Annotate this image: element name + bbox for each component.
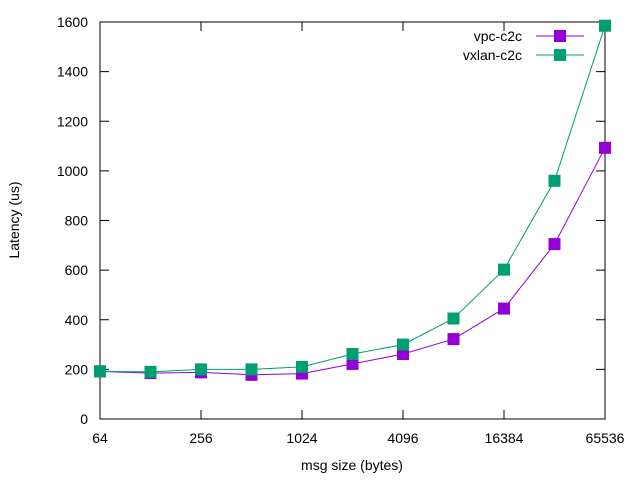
x-tick-label: 4096 [387,430,418,446]
data-point-vpc-c2c [548,238,561,251]
x-tick-label: 16384 [485,430,524,446]
data-point-vpc-c2c [498,302,510,315]
y-tick-label: 1600 [57,14,88,30]
data-point-vxlan-c2c [346,347,359,360]
data-point-vxlan-c2c [245,363,258,376]
data-point-vxlan-c2c [94,365,106,378]
legend-marker [554,49,566,61]
data-point-vxlan-c2c [498,263,510,276]
data-point-vxlan-c2c [599,19,611,32]
y-tick-label: 1200 [57,113,88,129]
data-point-vpc-c2c [447,333,460,346]
y-axis-label: Latency (us) [6,181,22,258]
series-line-vpc-c2c [99,147,606,376]
y-tick-label: 200 [65,361,89,377]
y-tick-label: 400 [65,312,89,328]
y-tick-label: 800 [65,213,89,229]
y-tick-label: 1000 [57,163,88,179]
data-point-vxlan-c2c [144,365,157,378]
series-line-vxlan-c2c [99,25,606,373]
data-point-vpc-c2c [397,347,409,360]
x-axis-label: msg size (bytes) [301,457,403,473]
y-tick-label: 600 [65,262,89,278]
data-point-vpc-c2c [346,357,359,370]
y-tick-label: 1400 [57,64,88,80]
x-tick-label: 1024 [286,430,317,446]
legend: vpc-c2c vxlan-c2c [463,28,584,63]
data-point-vxlan-c2c [397,338,409,351]
data-point-vpc-c2c [599,141,611,154]
legend-label: vpc-c2c [474,28,522,44]
x-tick-label: 256 [189,430,213,446]
data-point-vxlan-c2c [447,312,460,325]
x-tick-label: 65536 [586,430,625,446]
x-tick-label: 64 [92,430,108,446]
axis-ticks: 0 200 400 600 800 1000 1200 1400 1600 64 256 1024 40… [57,14,625,446]
y-tick-label: 0 [80,411,88,427]
data-point-vxlan-c2c [195,363,207,376]
data-point-vxlan-c2c [548,174,561,187]
series-layer [94,19,611,381]
legend-label: vxlan-c2c [463,47,522,63]
legend-marker [554,30,566,42]
data-point-vxlan-c2c [296,360,308,373]
